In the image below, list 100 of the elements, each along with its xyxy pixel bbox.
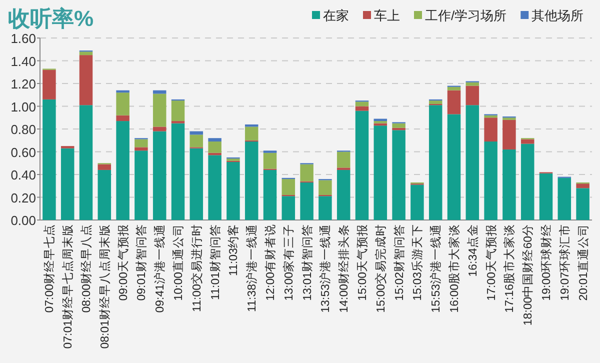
x-tick-label: 19:00环球财经 bbox=[540, 224, 553, 301]
x-tick-label: 09:41沪港一线通 bbox=[152, 224, 167, 313]
bar bbox=[484, 118, 498, 142]
bar bbox=[190, 148, 204, 220]
x-tick-label: 17:00天气预报 bbox=[484, 224, 498, 301]
y-tick-label: 0.20 bbox=[10, 190, 36, 206]
x-tick-label: 07:01财经早七点周末版 bbox=[62, 224, 75, 349]
x-tick-label: 08:01财经早八点周末版 bbox=[98, 224, 112, 349]
x-tick-label: 15:02财智问答 bbox=[392, 224, 406, 301]
x-tick-label: 16:34点金 bbox=[466, 224, 480, 277]
bar bbox=[116, 115, 130, 122]
bar bbox=[263, 170, 277, 220]
bar bbox=[116, 121, 130, 220]
y-tick-label: 1.00 bbox=[10, 99, 36, 114]
x-tick-label: 16:00股市大家谈 bbox=[447, 224, 461, 313]
bar bbox=[134, 147, 148, 151]
bar bbox=[79, 105, 93, 220]
bar bbox=[374, 126, 388, 220]
x-tick-label: 15:00天气预报 bbox=[356, 224, 369, 301]
bar bbox=[190, 134, 204, 148]
x-tick-label: 11:01财智问答 bbox=[208, 224, 222, 300]
bar bbox=[428, 100, 442, 104]
bar bbox=[208, 142, 222, 153]
bar bbox=[466, 82, 480, 86]
legend-label: 在家 bbox=[323, 8, 349, 23]
x-tick-label: 17:16股市大家谈 bbox=[502, 224, 516, 313]
bar bbox=[79, 55, 93, 106]
bar bbox=[282, 179, 296, 195]
y-tick-label: 0.80 bbox=[10, 122, 36, 137]
x-tick-label: 13:53沪港一线通 bbox=[318, 224, 332, 313]
bar bbox=[226, 162, 240, 220]
x-tick-label: 11:00交易进行时 bbox=[189, 224, 204, 312]
bar bbox=[392, 130, 406, 220]
y-tick-label: 0.00 bbox=[10, 213, 36, 228]
bar bbox=[447, 114, 461, 220]
bar bbox=[466, 86, 480, 106]
bar bbox=[355, 102, 369, 106]
bar bbox=[355, 106, 369, 111]
x-tick-label: 13:01财智问答 bbox=[300, 224, 314, 301]
x-tick-label: 14:00财经排头条 bbox=[338, 224, 351, 313]
y-tick-label: 0.40 bbox=[10, 168, 36, 182]
bar bbox=[134, 150, 148, 220]
bar bbox=[152, 131, 166, 220]
x-tick-label: 20:01直通公司 bbox=[576, 224, 590, 301]
bar bbox=[355, 110, 369, 220]
y-tick-label: 1.40 bbox=[10, 54, 36, 69]
title: 收听率% bbox=[8, 6, 94, 31]
bar bbox=[152, 126, 166, 132]
bar bbox=[263, 152, 277, 169]
bar bbox=[42, 70, 56, 100]
bar bbox=[502, 149, 516, 220]
bar bbox=[539, 173, 553, 220]
bar bbox=[502, 120, 516, 150]
bar bbox=[42, 99, 56, 220]
x-tick-label: 15:00交易完成时 bbox=[373, 224, 388, 313]
x-tick-label: 11:38沪港一线通 bbox=[244, 224, 259, 312]
bar bbox=[300, 182, 314, 220]
bar bbox=[60, 148, 74, 220]
x-tick-label: 11:03约客 bbox=[226, 224, 240, 276]
bar bbox=[576, 184, 590, 188]
bar bbox=[576, 188, 590, 220]
bar bbox=[466, 105, 480, 220]
bar bbox=[98, 164, 112, 170]
bar bbox=[336, 152, 350, 168]
legend-label: 工作/学习场所 bbox=[425, 8, 507, 23]
bar bbox=[208, 155, 222, 220]
bar bbox=[318, 196, 332, 220]
bar bbox=[79, 52, 93, 56]
bar bbox=[336, 170, 350, 220]
bar bbox=[428, 105, 442, 220]
bar bbox=[410, 184, 424, 220]
x-tick-label: 08:00财经早八点 bbox=[80, 224, 93, 313]
x-tick-label: 12:00有财者说 bbox=[264, 224, 277, 301]
bar bbox=[520, 139, 534, 144]
bar bbox=[152, 94, 166, 127]
x-tick-label: 09:01财智问答 bbox=[135, 224, 148, 301]
y-tick-label: 1.60 bbox=[10, 31, 36, 46]
x-tick-label: 13:00家有三子 bbox=[281, 224, 296, 301]
x-tick-label: 15:03乐游天下 bbox=[411, 224, 424, 301]
bar bbox=[447, 86, 461, 90]
bar bbox=[520, 144, 534, 220]
bar bbox=[171, 123, 185, 220]
bar bbox=[318, 180, 332, 195]
legend-label: 车上 bbox=[374, 8, 400, 23]
bar bbox=[244, 142, 258, 220]
x-tick-label: 19:07环球汇市 bbox=[557, 224, 572, 301]
bar bbox=[484, 142, 498, 220]
bar bbox=[300, 164, 314, 182]
bar bbox=[392, 123, 406, 128]
bar bbox=[244, 126, 258, 140]
x-tick-label: 10:00直通公司 bbox=[172, 224, 185, 301]
bar bbox=[98, 170, 112, 220]
y-tick-label: 0.60 bbox=[10, 144, 36, 160]
bar bbox=[558, 178, 572, 220]
x-tick-label: 18:00中国财经60分 bbox=[522, 224, 535, 326]
bar bbox=[208, 138, 222, 142]
legend-label: 其他场所 bbox=[532, 8, 584, 23]
bar bbox=[134, 139, 148, 148]
bar bbox=[171, 100, 185, 122]
x-tick-label: 07:00财经早七点 bbox=[43, 224, 56, 313]
